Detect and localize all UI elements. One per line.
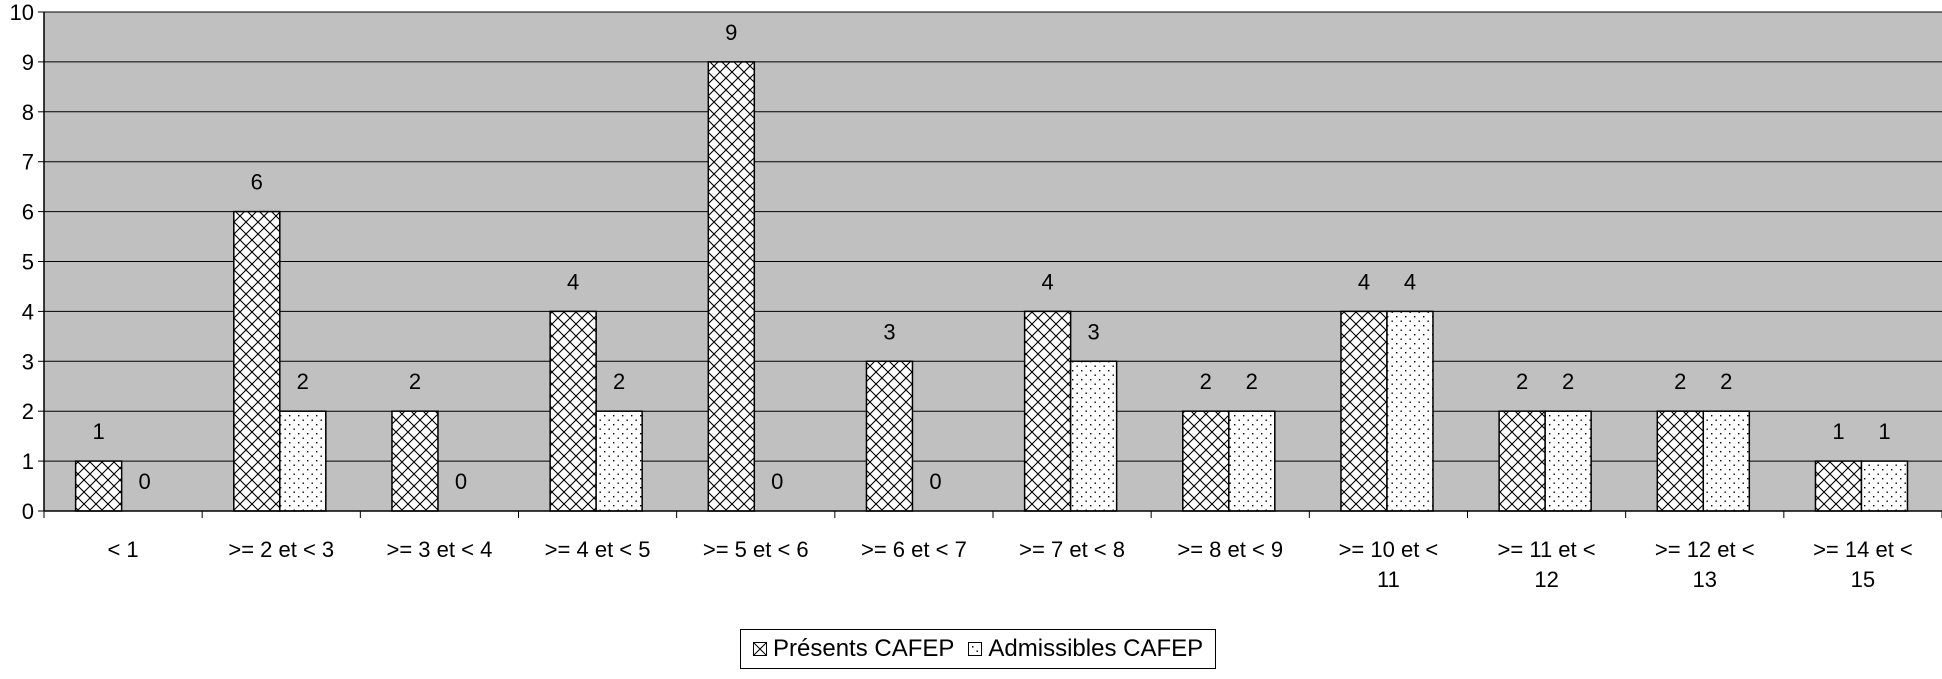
- data-label: 2: [613, 369, 625, 394]
- data-label: 2: [409, 369, 421, 394]
- bar-admissibles: [1386, 310, 1434, 512]
- data-label: 3: [883, 319, 895, 344]
- data-label: 2: [1246, 369, 1258, 394]
- x-tick-label: >= 10 et <: [1339, 537, 1439, 562]
- bar-presents: [865, 360, 914, 512]
- data-label: 2: [297, 369, 309, 394]
- legend-label-admissibles: Admissibles CAFEP: [988, 635, 1204, 662]
- bar-presents: [1814, 460, 1863, 512]
- y-tick-label: 1: [22, 449, 34, 474]
- x-tick-label: >= 5 et < 6: [703, 537, 809, 562]
- bar-admissibles: [1069, 360, 1118, 512]
- legend: Présents CAFEP Admissibles CAFEP: [740, 629, 1217, 669]
- data-label: 3: [1088, 319, 1100, 344]
- data-label: 2: [1720, 369, 1732, 394]
- data-label: 2: [1562, 369, 1574, 394]
- bar-presents: [707, 61, 756, 512]
- data-label: 0: [771, 469, 783, 494]
- legend-swatch-crosshatch: [753, 642, 767, 656]
- x-tick-label: 13: [1693, 567, 1717, 592]
- bar-admissibles: [1860, 460, 1909, 512]
- bar-presents: [391, 410, 439, 512]
- bar-admissibles: [595, 410, 643, 512]
- data-label: 2: [1200, 369, 1212, 394]
- data-label: 4: [1042, 269, 1054, 294]
- x-tick-label: >= 14 et <: [1813, 537, 1913, 562]
- bar-presents: [1182, 410, 1230, 512]
- data-label: 4: [1404, 269, 1416, 294]
- y-tick-label: 8: [22, 100, 34, 125]
- data-label: 0: [929, 469, 941, 494]
- legend-label-presents: Présents CAFEP: [773, 635, 955, 662]
- x-tick-label: >= 8 et < 9: [1177, 537, 1283, 562]
- data-label: 4: [567, 269, 579, 294]
- y-tick-label: 3: [22, 349, 34, 374]
- data-label: 1: [1878, 419, 1890, 444]
- bar-presents: [74, 460, 123, 512]
- x-tick-label: < 1: [107, 537, 138, 562]
- x-tick-label: >= 4 et < 5: [545, 537, 651, 562]
- x-tick-label: >= 2 et < 3: [228, 537, 334, 562]
- x-tick-label: 15: [1851, 567, 1875, 592]
- bar-presents: [233, 210, 281, 512]
- data-label: 0: [455, 469, 467, 494]
- bar-presents: [1656, 410, 1705, 512]
- x-tick-label: >= 3 et < 4: [387, 537, 493, 562]
- y-tick-label: 4: [22, 299, 34, 324]
- bar-admissibles: [1544, 410, 1592, 512]
- bar-admissibles: [1702, 410, 1751, 512]
- data-label: 0: [139, 469, 151, 494]
- legend-item-presents: Présents CAFEP: [753, 635, 954, 663]
- x-tick-label: >= 12 et <: [1655, 537, 1755, 562]
- x-tick-label: 12: [1534, 567, 1558, 592]
- y-tick-label: 2: [22, 399, 34, 424]
- y-tick-label: 9: [22, 50, 34, 75]
- data-label: 2: [1674, 369, 1686, 394]
- y-tick-label: 6: [22, 200, 34, 225]
- bar-admissibles: [279, 410, 327, 512]
- x-tick-label: 11: [1377, 567, 1400, 592]
- data-label: 9: [725, 20, 737, 45]
- x-tick-label: >= 7 et < 8: [1019, 537, 1125, 562]
- data-label: 1: [93, 419, 105, 444]
- bar-presents: [1023, 310, 1072, 512]
- bar-presents: [549, 310, 597, 512]
- data-label: 2: [1516, 369, 1528, 394]
- x-tick-label: >= 6 et < 7: [861, 537, 967, 562]
- x-tick-label: >= 11 et <: [1498, 537, 1596, 562]
- y-tick-label: 0: [22, 499, 34, 524]
- data-label: 4: [1358, 269, 1370, 294]
- bar-presents: [1340, 310, 1388, 512]
- legend-swatch-dots: [968, 642, 983, 656]
- data-label: 1: [1832, 419, 1844, 444]
- data-label: 6: [251, 170, 263, 195]
- legend-item-admissibles: Admissibles CAFEP: [968, 635, 1203, 663]
- bar-presents: [1498, 410, 1546, 512]
- bar-admissibles: [1228, 410, 1276, 512]
- y-tick-label: 10: [10, 0, 34, 25]
- y-tick-label: 5: [22, 250, 34, 275]
- y-tick-label: 7: [22, 150, 34, 175]
